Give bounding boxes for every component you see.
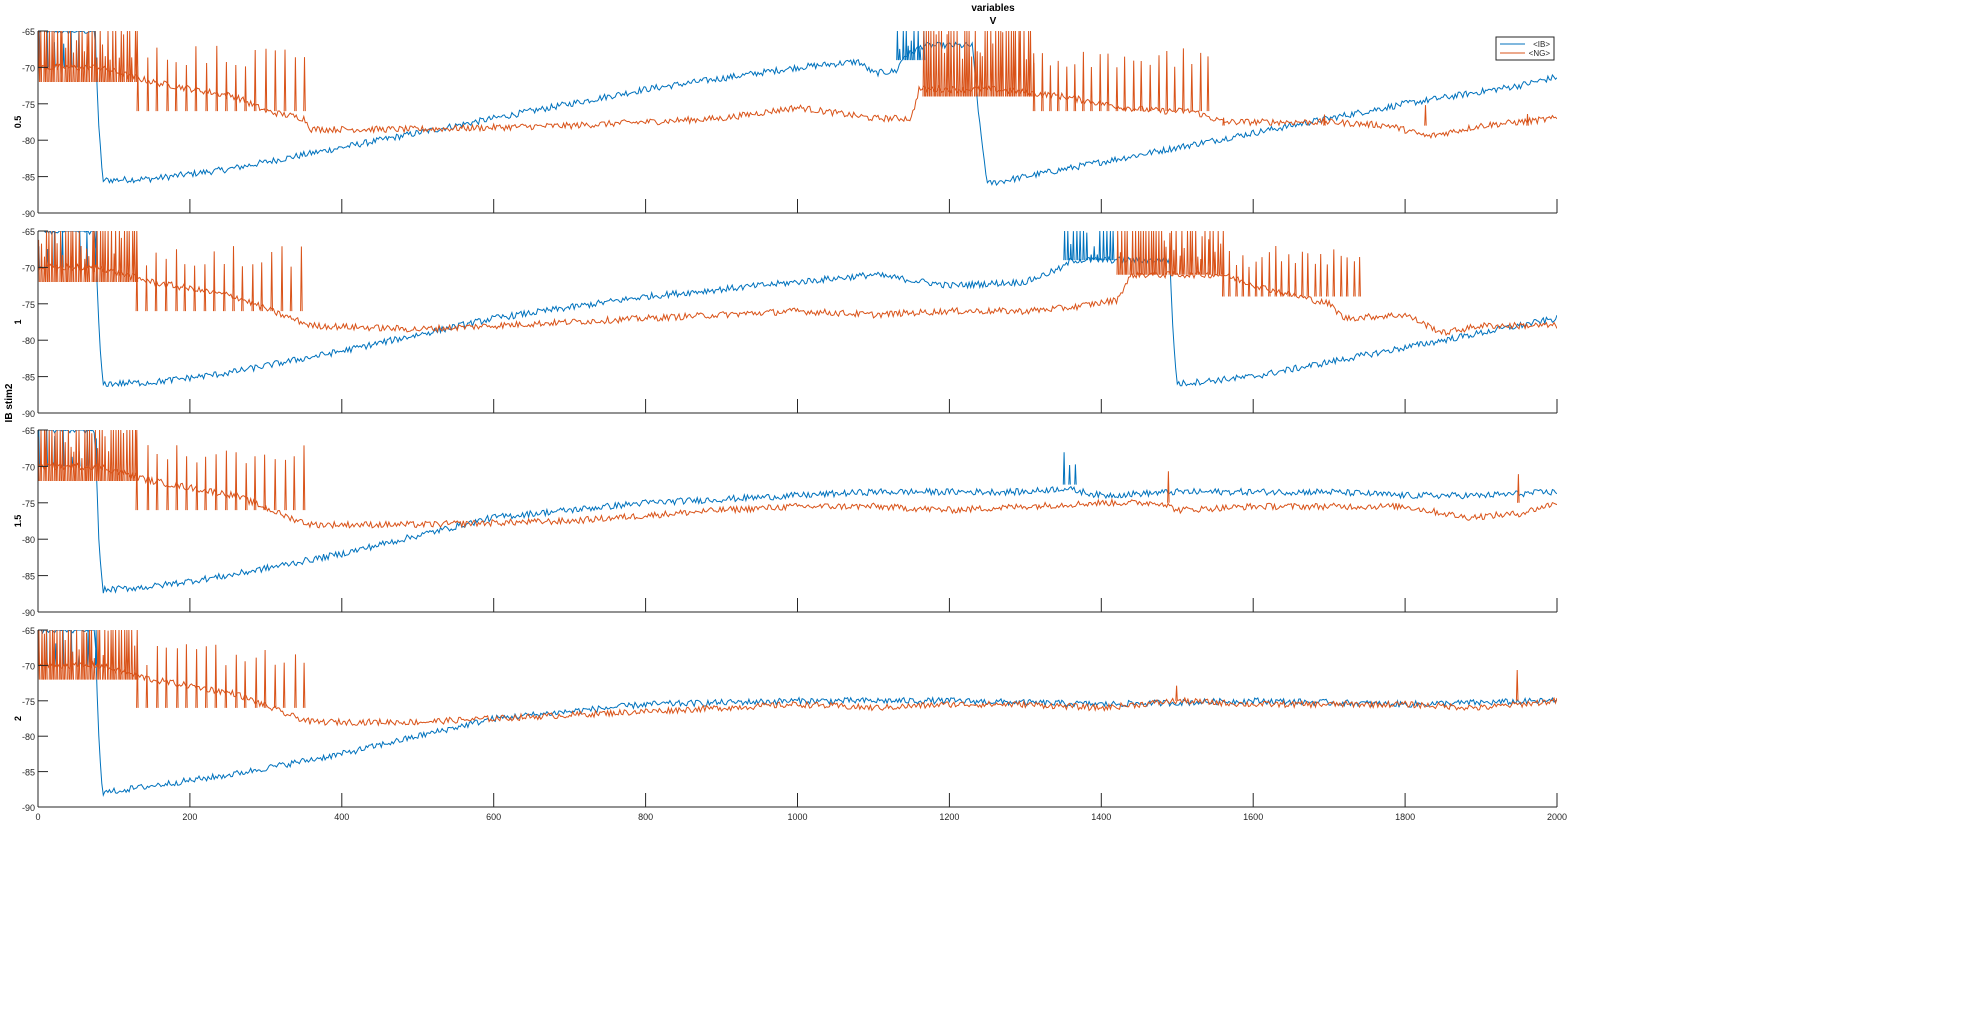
- y-tick-label: -65: [22, 426, 35, 436]
- y-tick-label: -90: [22, 803, 35, 813]
- series-line-ng: [38, 31, 1557, 140]
- figure-subtitle: V: [990, 16, 997, 27]
- y-tick-label: -70: [22, 263, 35, 273]
- series-line-ib: [38, 231, 1557, 388]
- y-tick-label: -85: [22, 768, 35, 778]
- row-group-label: IB stim2: [4, 383, 15, 422]
- x-tick-label: 1600: [1243, 812, 1263, 822]
- x-tick-label: 400: [334, 812, 349, 822]
- y-tick-label: -90: [22, 409, 35, 419]
- panel-label: 1.5: [13, 515, 23, 528]
- y-tick-label: -70: [22, 661, 35, 671]
- series-line-ng: [38, 630, 1557, 727]
- x-tick-label: 200: [182, 812, 197, 822]
- panel-label: 2: [13, 716, 23, 721]
- y-tick-label: -75: [22, 100, 35, 110]
- legend-box: [1495, 36, 1555, 61]
- x-tick-label: 1400: [1091, 812, 1111, 822]
- panel-1: -90 -85 -80 -75 -70 -65 0.5: [13, 27, 1558, 219]
- legend: <IB><NG>: [1495, 36, 1555, 61]
- panels: -90 -85 -80 -75 -70 -65 0.5 -90 -85 -80 -75 -70 -65 1…: [13, 27, 1567, 822]
- panel-label: 0.5: [13, 116, 23, 129]
- series-line-ib: [38, 31, 1557, 186]
- figure-title: variables: [971, 3, 1015, 14]
- y-tick-label: -80: [22, 136, 35, 146]
- y-tick-label: -85: [22, 572, 35, 582]
- legend-label: <NG>: [1529, 49, 1551, 58]
- y-tick-label: -70: [22, 462, 35, 472]
- y-tick-label: -75: [22, 697, 35, 707]
- y-tick-label: -75: [22, 300, 35, 310]
- y-tick-label: -65: [22, 626, 35, 636]
- panel-4: -90 -85 -80 -75 -70 -65 0 200 400 600 800 1000 1200 1…: [13, 626, 1567, 822]
- y-tick-label: -90: [22, 209, 35, 219]
- panel-3: -90 -85 -80 -75 -70 -65 1.5: [13, 426, 1558, 618]
- x-tick-label: 1000: [787, 812, 807, 822]
- legend-label: <IB>: [1533, 40, 1550, 49]
- y-tick-label: -90: [22, 608, 35, 618]
- x-tick-label: 1800: [1395, 812, 1415, 822]
- y-tick-label: -85: [22, 173, 35, 183]
- series-line-ng: [38, 430, 1557, 530]
- series-line-ib: [38, 430, 1557, 594]
- y-tick-label: -75: [22, 499, 35, 509]
- series-line-ib: [38, 630, 1557, 797]
- x-tick-label: 0: [35, 812, 40, 822]
- y-tick-label: -80: [22, 732, 35, 742]
- x-tick-label: 2000: [1547, 812, 1567, 822]
- y-tick-label: -65: [22, 27, 35, 37]
- x-tick-label: 600: [486, 812, 501, 822]
- panel-label: 1: [13, 319, 23, 324]
- series-line-ng: [38, 231, 1557, 337]
- panel-2: -90 -85 -80 -75 -70 -65 1: [13, 227, 1558, 419]
- y-tick-label: -65: [22, 227, 35, 237]
- y-tick-label: -85: [22, 373, 35, 383]
- y-tick-label: -80: [22, 535, 35, 545]
- y-tick-label: -80: [22, 336, 35, 346]
- x-tick-label: 800: [638, 812, 653, 822]
- x-tick-label: 1200: [939, 812, 959, 822]
- y-tick-label: -70: [22, 63, 35, 73]
